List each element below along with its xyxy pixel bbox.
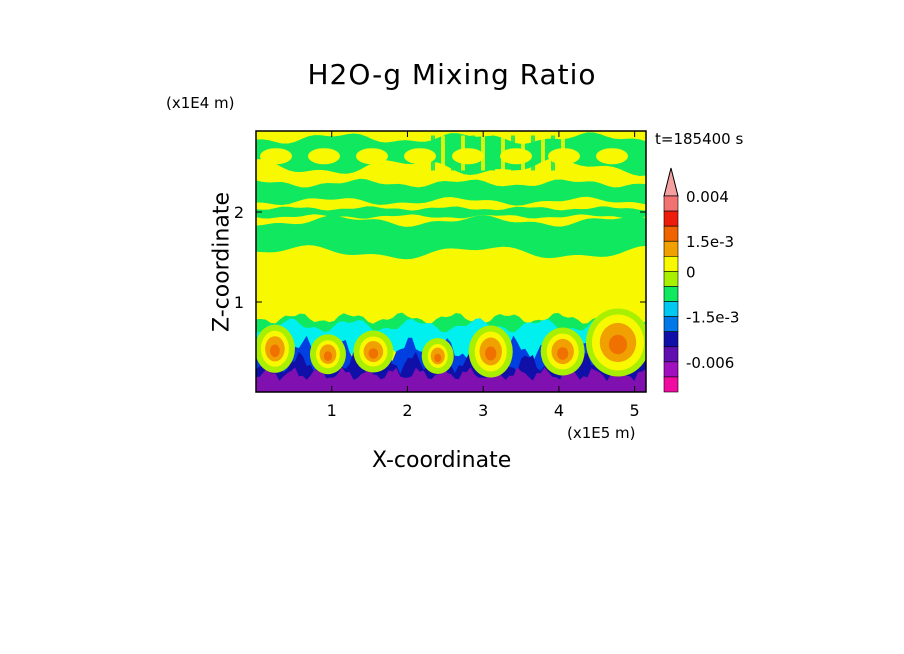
colorbar-cell <box>663 240 679 257</box>
x-scale-note: (x1E5 m) <box>567 424 636 442</box>
y-scale-note: (x1E4 m) <box>166 94 235 112</box>
plume-center <box>368 348 379 359</box>
field-purple-layer <box>256 366 646 392</box>
field-yellow-patch <box>260 148 292 165</box>
plume-center <box>434 353 442 363</box>
x-tick-label: 1 <box>327 401 337 420</box>
x-tick-label: 5 <box>630 401 640 420</box>
field-yellow-patch <box>596 148 628 165</box>
colorbar-arrow <box>663 167 679 197</box>
colorbar-cell <box>663 376 679 393</box>
field-streak <box>451 135 455 171</box>
field-yellow-patch <box>356 148 388 165</box>
colorbar: 0.004 1.5e-3 0 -1.5e-3 -0.006 <box>663 167 739 393</box>
colorbar-label: 0 <box>686 263 696 281</box>
plume-center <box>608 334 628 355</box>
colorbar-cell <box>663 271 679 287</box>
plume-center <box>557 347 569 360</box>
colorbar-label: 1.5e-3 <box>686 233 734 251</box>
y-axis-label: Z-coordinate <box>209 192 235 332</box>
chart-title: H2O-g Mixing Ratio <box>307 58 597 91</box>
x-axis-label: X-coordinate <box>372 448 512 473</box>
field-yellow-patch <box>500 148 532 165</box>
field-yellow-patch <box>404 148 436 165</box>
plume-center <box>485 346 497 361</box>
colorbar-cell <box>663 195 679 212</box>
colorbar-label: -0.006 <box>686 354 734 372</box>
y-tick-label: 1 <box>234 293 244 312</box>
field-yellow-patch <box>308 148 340 165</box>
colorbar-cell <box>663 210 679 227</box>
field-streak <box>531 135 535 171</box>
field-streak <box>491 135 495 171</box>
field-streak <box>441 135 445 171</box>
field-green-stripe <box>256 206 646 219</box>
y-axis-ticks: 12 <box>234 203 646 312</box>
field-streak <box>541 135 545 171</box>
colorbar-cell <box>663 286 679 302</box>
time-label: t=185400 s <box>655 130 744 148</box>
x-tick-label: 2 <box>402 401 412 420</box>
field-yellow-patch <box>548 148 580 165</box>
plume-center <box>270 344 280 358</box>
colorbar-cell <box>663 301 679 317</box>
x-tick-label: 3 <box>478 401 488 420</box>
colorbar-cell <box>663 225 679 242</box>
colorbar-cell <box>663 331 679 348</box>
plot-frame <box>255 130 647 393</box>
plume-center <box>323 351 333 362</box>
colorbar-cell <box>663 316 679 332</box>
y-tick-label: 2 <box>234 203 244 222</box>
colorbar-cell <box>663 256 679 272</box>
field-streak <box>481 135 485 171</box>
colorbar-label: -1.5e-3 <box>686 309 739 327</box>
colorbar-cell <box>663 361 679 378</box>
x-tick-label: 4 <box>554 401 564 420</box>
x-axis-ticks: 1 2 3 4 5 <box>327 131 640 420</box>
field-yellow-patch <box>452 148 484 165</box>
colorbar-cell <box>663 346 679 363</box>
colorbar-label: 0.004 <box>686 188 729 206</box>
contour-field <box>256 131 646 392</box>
field-lower-green-band <box>256 215 646 260</box>
field-mid-green-band <box>256 178 646 206</box>
